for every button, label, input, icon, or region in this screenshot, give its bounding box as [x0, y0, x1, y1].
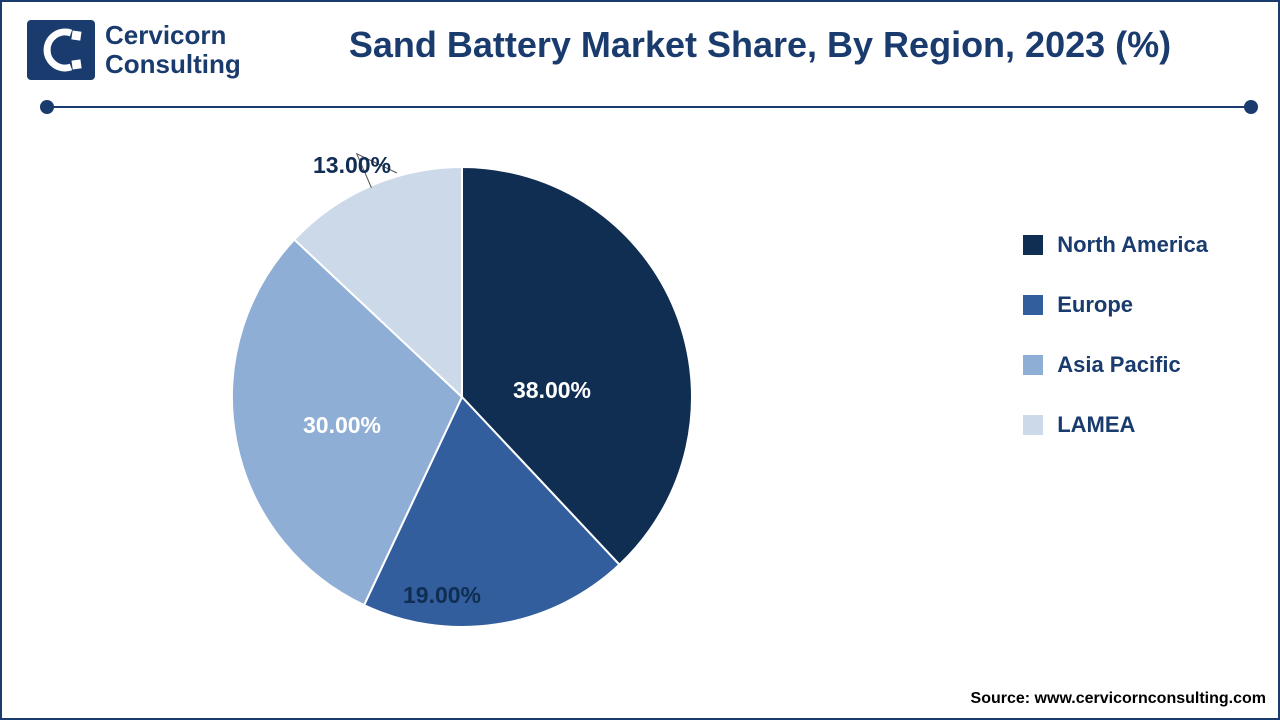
slice-label: 19.00% — [403, 582, 481, 608]
legend-item: Asia Pacific — [1023, 352, 1208, 378]
divider-dot-right — [1244, 100, 1258, 114]
legend-swatch — [1023, 355, 1043, 375]
legend-swatch — [1023, 295, 1043, 315]
legend-label: Europe — [1057, 292, 1133, 318]
slice-label: 30.00% — [303, 412, 381, 438]
brand-line2: Consulting — [105, 50, 241, 79]
pie-chart: 38.00% 19.00% 30.00% 13.00% — [212, 137, 712, 637]
source-citation: Source: www.cervicornconsulting.com — [971, 690, 1266, 708]
slice-label: 38.00% — [513, 377, 591, 403]
c-icon — [36, 27, 86, 73]
legend-swatch — [1023, 415, 1043, 435]
divider-line — [42, 106, 1256, 108]
legend-item: North America — [1023, 232, 1208, 258]
legend: North America Europe Asia Pacific LAMEA — [1023, 232, 1208, 438]
divider-dot-left — [40, 100, 54, 114]
legend-label: North America — [1057, 232, 1208, 258]
pie-svg: 38.00% 19.00% 30.00% 13.00% — [212, 137, 712, 657]
legend-item: Europe — [1023, 292, 1208, 318]
brand-logo: Cervicorn Consulting — [27, 20, 241, 80]
chart-title: Sand Battery Market Share, By Region, 20… — [282, 24, 1238, 66]
legend-item: LAMEA — [1023, 412, 1208, 438]
chart-frame: Cervicorn Consulting Sand Battery Market… — [0, 0, 1280, 720]
brand-name: Cervicorn Consulting — [105, 21, 241, 78]
brand-mark — [27, 20, 95, 80]
legend-label: Asia Pacific — [1057, 352, 1181, 378]
slice-label: 13.00% — [313, 152, 391, 178]
legend-swatch — [1023, 235, 1043, 255]
brand-line1: Cervicorn — [105, 21, 241, 50]
title-divider — [42, 100, 1256, 114]
legend-label: LAMEA — [1057, 412, 1135, 438]
